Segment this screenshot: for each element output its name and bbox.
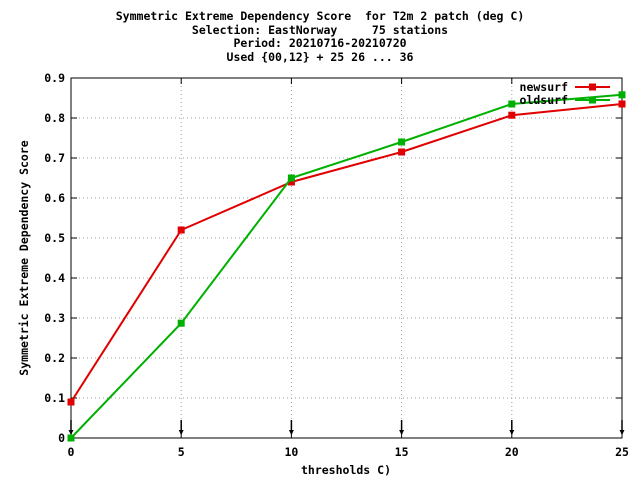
legend-marker-newsurf (589, 83, 596, 91)
threshold-marker (509, 420, 515, 435)
series (67, 91, 626, 442)
threshold-marker-head (288, 430, 294, 435)
legend-label-newsurf: newsurf (520, 80, 569, 94)
x-tick-label: 25 (615, 445, 629, 459)
data-point-newsurf (177, 226, 185, 234)
legend-label-oldsurf: oldsurf (520, 93, 569, 107)
data-point-oldsurf (67, 434, 75, 442)
threshold-marker (68, 420, 74, 435)
y-tick-label: 0.6 (44, 191, 65, 205)
data-point-oldsurf (398, 138, 406, 146)
x-axis-label: thresholds C) (301, 463, 391, 477)
title-line-2: Selection: EastNorway 75 stations (191, 22, 449, 37)
data-point-newsurf (508, 111, 516, 119)
ticks: 0 0.1 0.2 0.3 0.4 0.5 0.6 0.7 0.8 0.9 0 5 10 15 20 25 (44, 71, 629, 459)
threshold-marker-head (399, 430, 405, 435)
plot-frame (70, 77, 623, 439)
grid (71, 78, 622, 438)
y-tick-label: 0.9 (44, 71, 65, 85)
data-point-newsurf (287, 178, 295, 186)
threshold-marker-head (68, 430, 74, 435)
data-point-newsurf (618, 100, 626, 108)
threshold-marker-head (178, 430, 184, 435)
y-tick-label: 0 (58, 431, 65, 445)
threshold-marker (288, 420, 294, 435)
y-tick-label: 0.1 (44, 391, 65, 405)
data-point-oldsurf (618, 91, 626, 99)
axes (70, 77, 623, 439)
legend-marker-oldsurf (589, 96, 596, 104)
y-axis-label: Symmetric Extreme Dependency Score (17, 140, 31, 375)
threshold-marker (399, 420, 405, 435)
threshold-marker-head (619, 430, 625, 435)
data-point-oldsurf (287, 174, 295, 182)
x-tick-label: 10 (284, 445, 298, 459)
chart-title: Symmetric Extreme Dependency Score for T… (0, 9, 640, 64)
series-line-oldsurf (70, 93, 623, 439)
y-tick-label: 0.5 (44, 231, 65, 245)
series-newsurf (67, 100, 626, 406)
x-tick-label: 5 (178, 445, 185, 459)
data-point-oldsurf (508, 100, 516, 108)
threshold-marker (178, 420, 184, 435)
x-tick-label: 15 (395, 445, 409, 459)
series-oldsurf (67, 91, 626, 442)
threshold-marker-head (509, 430, 515, 435)
legend-entry-oldsurf: oldsurf (520, 93, 610, 107)
threshold-marker (619, 420, 625, 435)
data-point-oldsurf (177, 319, 185, 327)
data-point-newsurf (398, 148, 406, 156)
x-tick-label: 0 (68, 445, 75, 459)
y-tick-label: 0.7 (44, 151, 65, 165)
y-tick-label: 0.2 (44, 351, 65, 365)
threshold-markers (68, 420, 625, 435)
series-line-newsurf (70, 103, 623, 403)
y-tick-label: 0.4 (44, 271, 65, 285)
data-point-newsurf (67, 398, 75, 406)
title-line-1: Symmetric Extreme Dependency Score for T… (115, 9, 525, 23)
legend-entry-newsurf: newsurf (520, 80, 610, 94)
y-tick-label: 0.3 (44, 311, 65, 325)
title-line-3: Period: 20210716-20210720 (233, 36, 407, 50)
y-tick-label: 0.8 (44, 111, 65, 125)
x-tick-label: 20 (505, 445, 519, 459)
title-line-4: Used {00,12} + 25 26 ... 36 (226, 49, 414, 64)
